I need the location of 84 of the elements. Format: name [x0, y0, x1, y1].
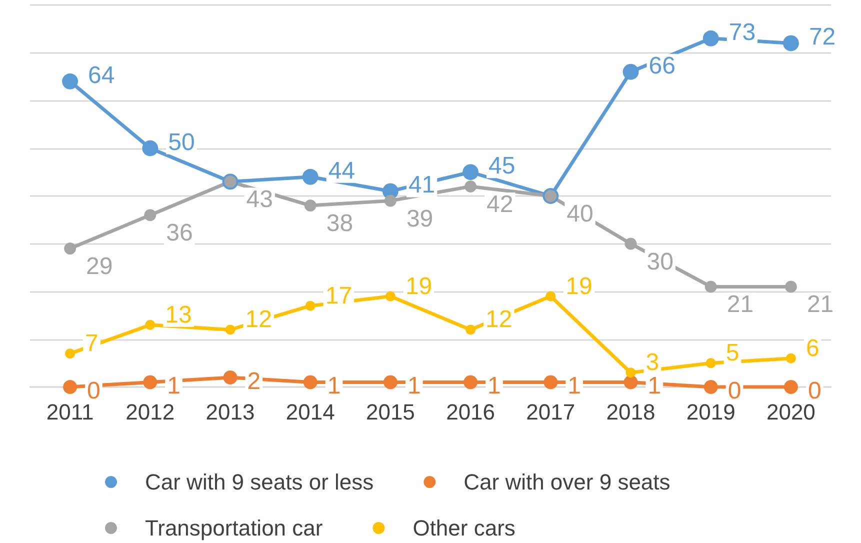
data-label: 0 [87, 378, 100, 404]
point [466, 324, 476, 335]
data-label: 43 [246, 186, 273, 214]
point [704, 380, 718, 394]
data-label: 50 [168, 128, 195, 156]
point [304, 200, 316, 212]
data-label: 72 [808, 24, 836, 51]
data-label: 12 [486, 306, 512, 334]
legend-label: Car with 9 seats or less [145, 470, 374, 494]
x-tick-label: 2015 [366, 400, 415, 424]
point [706, 358, 716, 368]
point [704, 280, 717, 293]
point [462, 164, 479, 180]
data-label: 21 [726, 291, 754, 318]
data-label: 19 [405, 272, 432, 300]
point [144, 209, 156, 222]
data-label: 36 [166, 220, 193, 247]
data-label: 19 [566, 272, 592, 300]
data-label: 39 [406, 205, 434, 232]
data-label: 41 [408, 172, 436, 199]
point [464, 375, 478, 390]
x-tick-label: 2012 [126, 400, 175, 424]
point [64, 242, 76, 255]
x-tick-label: 2017 [526, 400, 576, 424]
point [546, 291, 556, 302]
data-label: 29 [86, 253, 113, 280]
data-label: 13 [165, 301, 192, 328]
point [223, 370, 238, 384]
data-label: 38 [326, 210, 354, 238]
point [63, 380, 78, 394]
data-label: 7 [85, 330, 98, 358]
point [702, 30, 719, 46]
point [786, 353, 796, 364]
point [782, 35, 799, 52]
point [385, 291, 396, 302]
point [145, 320, 156, 330]
data-label: 0 [808, 378, 822, 404]
point [624, 238, 637, 250]
point [622, 64, 639, 80]
data-label: 42 [486, 190, 514, 218]
point [544, 375, 558, 390]
data-label: 64 [88, 62, 115, 89]
point [225, 324, 236, 335]
data-label: 44 [328, 157, 356, 184]
legend-label: Other cars [412, 516, 516, 540]
data-label: 1 [327, 372, 341, 400]
data-label: 0 [728, 378, 742, 404]
data-label: 1 [167, 372, 181, 400]
x-tick-label: 2018 [606, 400, 656, 424]
point [303, 375, 318, 390]
x-tick-label: 2014 [286, 400, 335, 424]
point [624, 375, 638, 390]
data-label: 73 [728, 18, 756, 46]
point [384, 194, 396, 207]
data-label: 40 [566, 200, 594, 228]
data-label: 2 [247, 368, 261, 395]
point [784, 380, 798, 394]
point [626, 368, 636, 378]
data-label: 30 [646, 248, 674, 276]
point [383, 375, 398, 390]
data-label: 66 [648, 52, 676, 80]
data-label: 3 [646, 349, 660, 376]
data-label: 1 [488, 372, 501, 400]
point [302, 168, 318, 185]
point [62, 73, 78, 90]
x-tick-label: 2016 [446, 400, 496, 424]
data-label: 1 [568, 372, 582, 400]
data-label: 6 [806, 334, 820, 362]
legend-label: Transportation car [145, 516, 323, 540]
data-label: 5 [726, 340, 740, 367]
data-label: 17 [325, 282, 352, 310]
point [65, 348, 76, 359]
point [464, 180, 477, 192]
point [143, 375, 158, 390]
legend-label: Car with over 9 seats [464, 470, 670, 494]
data-label: 1 [407, 372, 421, 400]
data-label: 12 [245, 306, 272, 334]
point [305, 300, 316, 311]
point [784, 280, 797, 293]
point [142, 140, 158, 156]
data-label: 1 [648, 372, 662, 400]
data-label: 45 [488, 152, 516, 180]
x-tick-label: 2013 [206, 400, 255, 424]
data-label: 21 [806, 291, 834, 318]
